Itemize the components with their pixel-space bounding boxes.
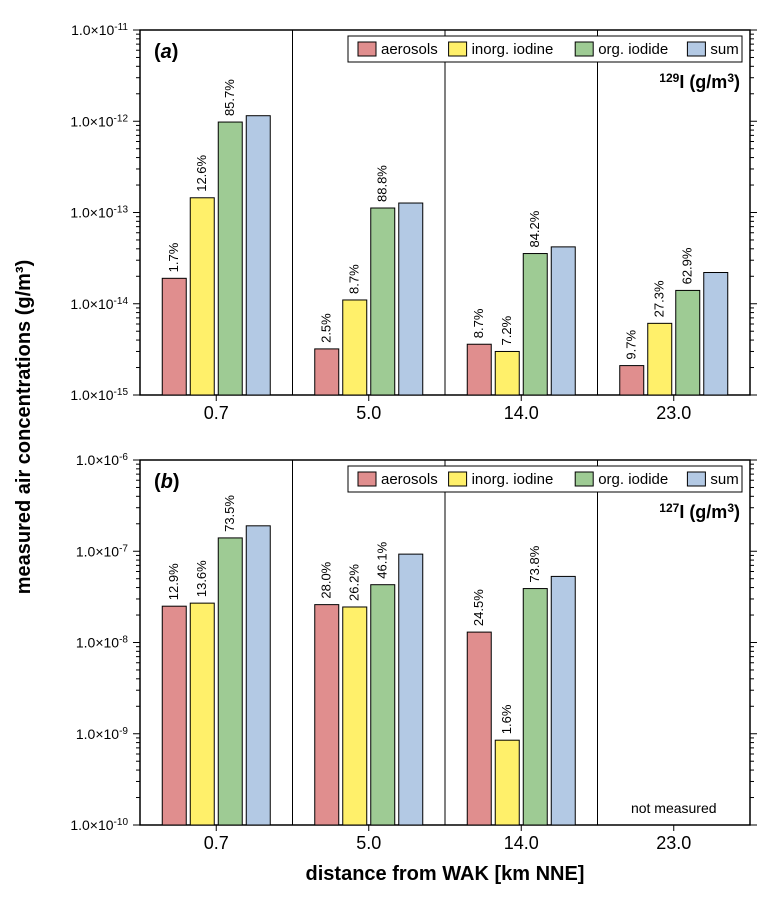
bar-inorg [343, 300, 367, 395]
y-tick-label: 1.0×10-10 [70, 817, 128, 833]
bar-org [523, 254, 547, 395]
legend-swatch-aerosols [358, 42, 376, 56]
bar-percent-label: 1.6% [499, 704, 514, 734]
x-tick-label: 5.0 [356, 833, 381, 853]
bar-inorg [190, 198, 214, 395]
bar-percent-label: 27.3% [652, 280, 667, 317]
bar-inorg [343, 607, 367, 825]
bar-org [371, 585, 395, 825]
bar-sum [399, 554, 423, 825]
legend-swatch-aerosols [358, 472, 376, 486]
legend-swatch-org [575, 42, 593, 56]
bar-aerosols [467, 344, 491, 395]
bar-percent-label: 73.5% [222, 495, 237, 532]
x-tick-label: 0.7 [204, 833, 229, 853]
legend-label-org: org. iodide [598, 471, 668, 488]
legend-label-aerosols: aerosols [381, 471, 438, 488]
x-tick-label: 23.0 [656, 403, 691, 423]
bar-percent-label: 85.7% [222, 79, 237, 116]
bar-sum [704, 273, 728, 395]
bar-percent-label: 73.8% [527, 545, 542, 582]
bar-sum [246, 526, 270, 825]
legend-swatch-org [575, 472, 593, 486]
bar-org [218, 122, 242, 395]
legend-swatch-sum [687, 472, 705, 486]
x-tick-label: 0.7 [204, 403, 229, 423]
bar-percent-label: 8.7% [471, 308, 486, 338]
bar-percent-label: 7.2% [499, 315, 514, 345]
legend-label-inorg: inorg. iodine [472, 41, 554, 58]
y-tick-label: 1.0×10-7 [76, 543, 129, 559]
x-tick-label: 5.0 [356, 403, 381, 423]
bar-percent-label: 84.2% [527, 210, 542, 247]
y-tick-label: 1.0×10-12 [70, 113, 128, 129]
bar-aerosols [162, 278, 186, 395]
bar-aerosols [467, 632, 491, 825]
figure: measured air concentrations (g/m³) 1.0×10… [0, 0, 779, 912]
legend-label-aerosols: aerosols [381, 41, 438, 58]
bar-sum [399, 203, 423, 395]
bar-sum [551, 247, 575, 395]
bar-inorg [495, 740, 519, 825]
y-tick-label: 1.0×10-14 [70, 296, 128, 312]
bar-inorg [495, 351, 519, 395]
bar-org [218, 538, 242, 825]
x-axis-title: distance from WAK [km NNE] [306, 863, 585, 885]
y-tick-label: 1.0×10-8 [76, 635, 129, 651]
panel-letter-a: (a) [154, 41, 178, 63]
legend-swatch-inorg [449, 42, 467, 56]
bar-percent-label: 62.9% [680, 247, 695, 284]
bar-percent-label: 9.7% [624, 330, 639, 360]
panel-title-a: 129I (g/m3) [659, 71, 740, 92]
panel-letter-b: (b) [154, 471, 180, 493]
y-tick-label: 1.0×10-11 [71, 22, 128, 38]
not-measured-note: not measured [631, 800, 717, 816]
bar-percent-label: 13.6% [194, 560, 209, 597]
legend-swatch-sum [687, 42, 705, 56]
bar-percent-label: 26.2% [347, 564, 362, 601]
bar-inorg [190, 603, 214, 825]
legend-label-org: org. iodide [598, 41, 668, 58]
y-tick-label: 1.0×10-9 [76, 726, 129, 742]
bar-inorg [648, 323, 672, 395]
bar-org [523, 589, 547, 825]
y-axis-title: measured air concentrations (g/m³) [13, 260, 35, 595]
legend-label-sum: sum [710, 471, 738, 488]
y-tick-label: 1.0×10-15 [70, 387, 128, 403]
bar-sum [551, 576, 575, 825]
y-tick-label: 1.0×10-13 [70, 205, 128, 221]
bar-percent-label: 12.9% [166, 563, 181, 600]
bar-percent-label: 12.6% [194, 154, 209, 191]
legend-label-inorg: inorg. iodine [472, 471, 554, 488]
y-tick-label: 1.0×10-6 [76, 452, 129, 468]
bar-percent-label: 46.1% [375, 541, 390, 578]
x-tick-label: 14.0 [504, 833, 539, 853]
legend-label-sum: sum [710, 41, 738, 58]
bar-sum [246, 116, 270, 395]
bar-percent-label: 1.7% [166, 242, 181, 272]
bar-percent-label: 24.5% [471, 589, 486, 626]
bar-org [676, 290, 700, 395]
bar-percent-label: 8.7% [347, 264, 362, 294]
bar-percent-label: 2.5% [319, 313, 334, 343]
bar-percent-label: 28.0% [319, 561, 334, 598]
x-tick-label: 14.0 [504, 403, 539, 423]
bar-aerosols [315, 605, 339, 825]
bar-percent-label: 88.8% [375, 165, 390, 202]
bar-org [371, 208, 395, 395]
bar-aerosols [162, 606, 186, 825]
x-tick-label: 23.0 [656, 833, 691, 853]
panel-title-b: 127I (g/m3) [659, 501, 740, 522]
bar-aerosols [620, 366, 644, 395]
legend-swatch-inorg [449, 472, 467, 486]
bar-aerosols [315, 349, 339, 395]
